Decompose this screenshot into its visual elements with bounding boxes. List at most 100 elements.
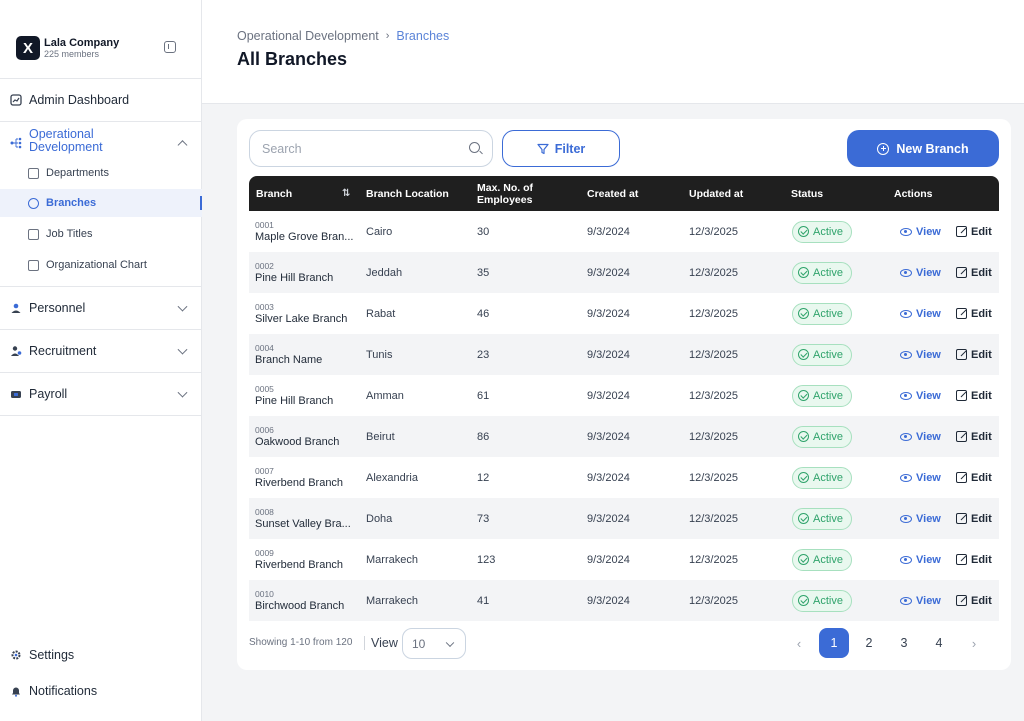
view-button[interactable]: View <box>900 390 941 402</box>
sidebar-collapse-icon[interactable] <box>164 41 176 53</box>
created-at: 9/3/2024 <box>587 512 630 525</box>
view-label: View <box>916 307 941 320</box>
edit-action[interactable]: Edit <box>956 211 992 252</box>
updated-at: 12/3/2025 <box>689 594 738 607</box>
status-label: Active <box>813 553 843 566</box>
sidebar-item-recruitment[interactable]: Recruitment <box>0 337 202 365</box>
view-action[interactable]: View <box>900 211 941 252</box>
search-input[interactable] <box>262 141 462 156</box>
edit-button[interactable]: Edit <box>956 226 992 238</box>
edit-action[interactable]: Edit <box>956 375 992 416</box>
branch-cell: 0006 Oakwood Branch <box>255 416 360 457</box>
edit-button[interactable]: Edit <box>956 267 992 279</box>
branch-id: 0004 <box>255 342 274 353</box>
branch-location: Marrakech <box>366 553 418 566</box>
edit-action[interactable]: Edit <box>956 416 992 457</box>
page-button-4[interactable]: 4 <box>935 636 943 650</box>
edit-action[interactable]: Edit <box>956 293 992 334</box>
sidebar-subitem-label: Organizational Chart <box>46 259 147 271</box>
sidebar-item-notifications[interactable]: Notifications <box>0 677 202 705</box>
filter-button[interactable]: Filter <box>502 130 620 167</box>
edit-action[interactable]: Edit <box>956 580 992 621</box>
sidebar-item-admin-dashboard[interactable]: Admin Dashboard <box>0 86 202 114</box>
page-button-1[interactable]: 1 <box>819 628 849 658</box>
view-action[interactable]: View <box>900 293 941 334</box>
sidebar-subitem-label: Job Titles <box>46 228 93 240</box>
view-button[interactable]: View <box>900 554 941 566</box>
edit-button[interactable]: Edit <box>956 513 992 525</box>
view-action[interactable]: View <box>900 252 941 293</box>
page-size-select[interactable]: 10 <box>402 628 466 659</box>
edit-button[interactable]: Edit <box>956 308 992 320</box>
view-button[interactable]: View <box>900 267 941 279</box>
view-action[interactable]: View <box>900 334 941 375</box>
updated-at: 12/3/2025 <box>689 471 738 484</box>
breadcrumb-parent[interactable]: Operational Development <box>237 29 379 43</box>
updated-at: 12/3/2025 <box>689 266 738 279</box>
sort-icon[interactable]: ⇅ <box>342 188 351 199</box>
chevron-down-icon[interactable] <box>177 387 188 398</box>
sidebar-subitem-organizational-chart[interactable]: Organizational Chart <box>0 251 202 279</box>
pagination: ‹ 1 2 3 4 › <box>779 628 989 658</box>
view-button[interactable]: View <box>900 226 941 238</box>
sidebar-item-settings[interactable]: Settings <box>0 641 202 669</box>
sidebar-subitem-job-titles[interactable]: Job Titles <box>0 220 202 248</box>
column-header-branch[interactable]: Branch <box>256 187 293 200</box>
view-action[interactable]: View <box>900 416 941 457</box>
edit-label: Edit <box>971 594 992 607</box>
view-label: View <box>916 225 941 238</box>
edit-button[interactable]: Edit <box>956 390 992 402</box>
edit-action[interactable]: Edit <box>956 539 992 580</box>
chevron-down-icon[interactable] <box>177 301 188 312</box>
new-branch-button[interactable]: New Branch <box>847 130 999 167</box>
view-action[interactable]: View <box>900 457 941 498</box>
sidebar-item-personnel[interactable]: Personnel <box>0 294 202 322</box>
view-action[interactable]: View <box>900 580 941 621</box>
company-switcher[interactable]: X Lala Company 225 members <box>16 35 186 61</box>
edit-action[interactable]: Edit <box>956 498 992 539</box>
view-button[interactable]: View <box>900 595 941 607</box>
edit-button[interactable]: Edit <box>956 431 992 443</box>
page-button-2[interactable]: 2 <box>865 636 873 650</box>
view-button[interactable]: View <box>900 472 941 484</box>
sidebar-subitem-branches[interactable]: Branches <box>0 189 202 217</box>
sidebar-divider <box>0 121 202 122</box>
edit-button[interactable]: Edit <box>956 349 992 361</box>
page-button-3[interactable]: 3 <box>900 636 908 650</box>
chevron-up-icon[interactable] <box>177 140 188 151</box>
max-employees: 123 <box>477 553 496 566</box>
created-at: 9/3/2024 <box>587 430 630 443</box>
edit-button[interactable]: Edit <box>956 472 992 484</box>
edit-action[interactable]: Edit <box>956 457 992 498</box>
view-button[interactable]: View <box>900 431 941 443</box>
check-circle-icon <box>798 595 809 606</box>
view-label: View <box>916 471 941 484</box>
view-button[interactable]: View <box>900 308 941 320</box>
edit-action[interactable]: Edit <box>956 252 992 293</box>
filter-button-label: Filter <box>554 141 586 156</box>
prev-page-button[interactable]: ‹ <box>796 635 802 651</box>
max-employees: 86 <box>477 430 490 443</box>
status-cell: Active <box>792 375 852 416</box>
updated-at: 12/3/2025 <box>689 553 738 566</box>
view-action[interactable]: View <box>900 498 941 539</box>
gear-icon <box>10 649 22 661</box>
branch-cell: 0002 Pine Hill Branch <box>255 252 360 293</box>
filter-icon <box>537 143 549 155</box>
chevron-down-icon[interactable] <box>177 344 188 355</box>
view-button[interactable]: View <box>900 513 941 525</box>
sidebar-item-operational-development[interactable]: Operational Development <box>0 128 202 158</box>
view-action[interactable]: View <box>900 375 941 416</box>
edit-button[interactable]: Edit <box>956 554 992 566</box>
view-action[interactable]: View <box>900 539 941 580</box>
edit-button[interactable]: Edit <box>956 595 992 607</box>
sidebar-subitem-departments[interactable]: Departments <box>0 159 202 187</box>
eye-icon <box>900 391 912 400</box>
edit-label: Edit <box>971 266 992 279</box>
search-icon[interactable] <box>469 142 480 153</box>
view-button[interactable]: View <box>900 349 941 361</box>
next-page-button[interactable]: › <box>971 635 977 651</box>
edit-action[interactable]: Edit <box>956 334 992 375</box>
search-box[interactable] <box>249 130 493 167</box>
sidebar-item-payroll[interactable]: Payroll <box>0 380 202 408</box>
